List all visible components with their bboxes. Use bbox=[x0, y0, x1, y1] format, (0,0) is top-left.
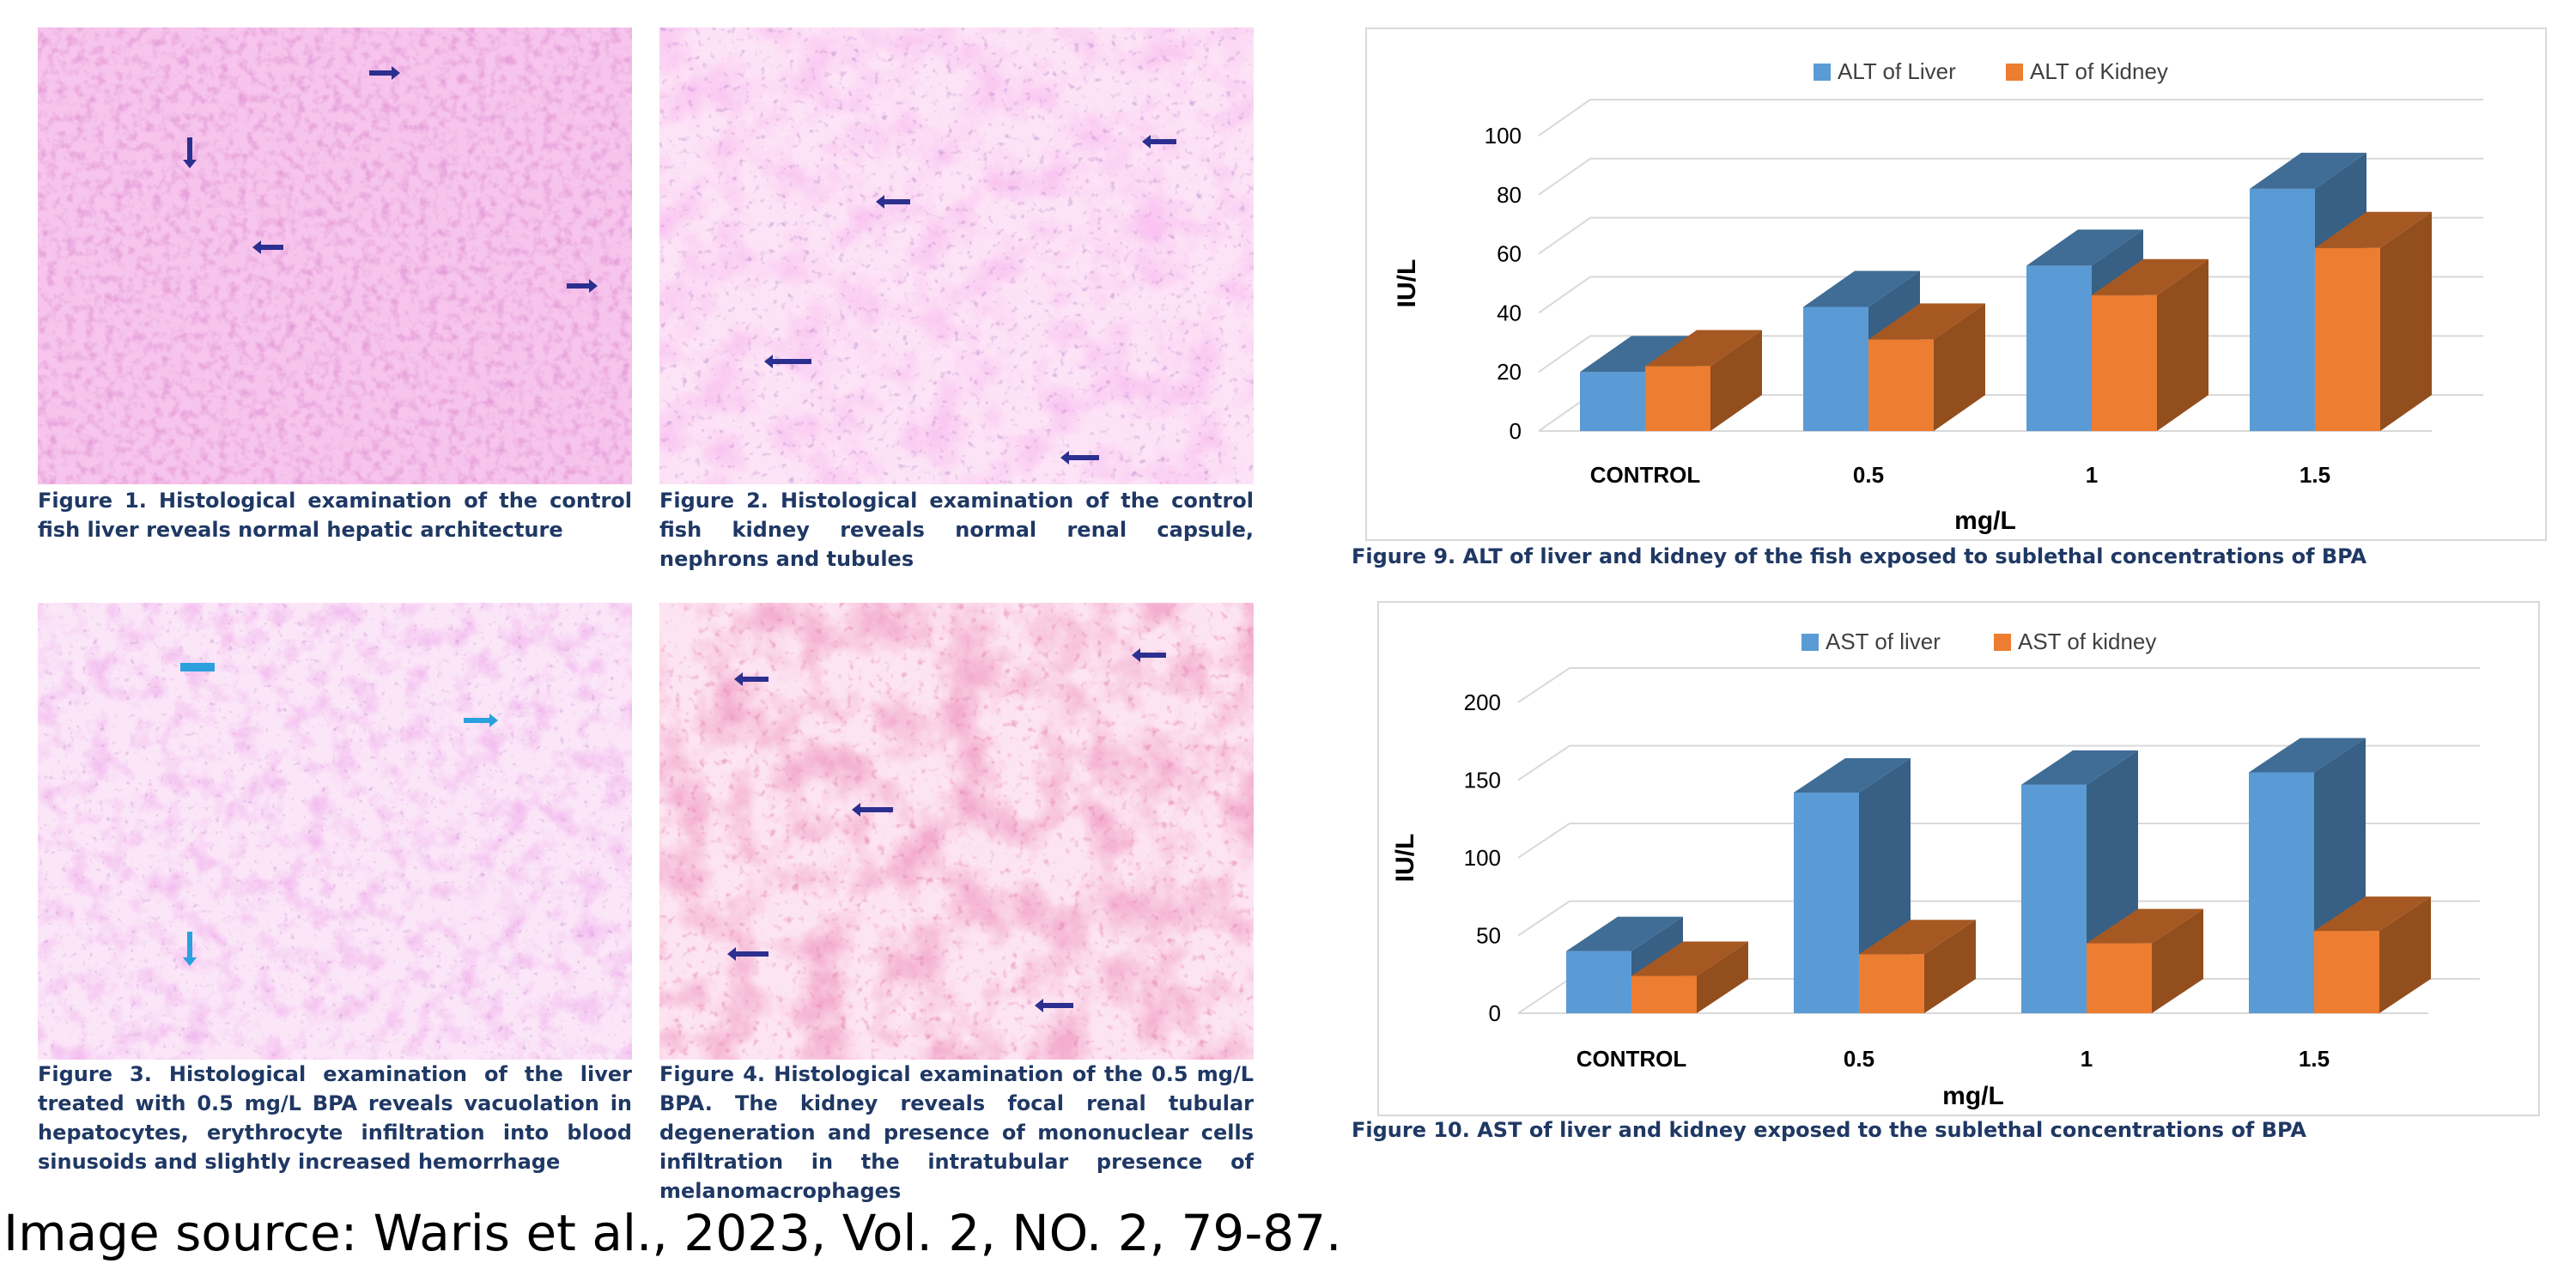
gridline-depth bbox=[1538, 157, 1591, 196]
bar-alt-of-kidney-1 bbox=[2092, 258, 2208, 431]
y-tick-label: 40 bbox=[1497, 300, 1522, 325]
legend-label: AST of liver bbox=[1826, 629, 1941, 654]
ast-chart: 0 50 100 150 200 CONTROL 0.5 1 1.5 mg/L IU/L AST of… bbox=[1377, 601, 2540, 1116]
arrow-icon bbox=[1142, 135, 1176, 149]
arrow-icon bbox=[764, 355, 811, 368]
legend-item: AST of liver bbox=[1801, 629, 1941, 654]
arrow-icon bbox=[183, 932, 197, 966]
legend-item: AST of kidney bbox=[1994, 629, 2156, 654]
arrow-icon bbox=[876, 195, 910, 209]
gridline-depth bbox=[1538, 216, 1591, 255]
gridline-depth bbox=[1538, 99, 1591, 137]
figure-3-caption: Figure 3. Histological examination of th… bbox=[38, 1062, 632, 1174]
x-tick-label: CONTROL bbox=[1590, 462, 1701, 488]
bar-ast-of-kidney-0.5 bbox=[1859, 920, 1976, 1013]
figure-2-caption: Figure 2. Histological examination of th… bbox=[659, 489, 1254, 571]
legend-item: ALT of Liver bbox=[1814, 58, 1956, 84]
legend-swatch bbox=[1801, 634, 1819, 651]
y-axis-label: IU/L bbox=[1393, 259, 1421, 308]
legend-label: ALT of Kidney bbox=[2030, 58, 2168, 84]
figure-3-treated-liver-micrograph bbox=[38, 603, 632, 1060]
gridline-depth bbox=[1517, 744, 1571, 781]
legend-swatch bbox=[1994, 634, 2011, 651]
y-tick-label: 150 bbox=[1464, 768, 1501, 793]
x-tick-label: 1.5 bbox=[2300, 462, 2330, 488]
x-axis-label: mg/L bbox=[1954, 507, 2016, 535]
arrow-icon bbox=[369, 66, 400, 80]
micrograph-image bbox=[659, 27, 1254, 484]
y-tick-label: 200 bbox=[1464, 690, 1501, 715]
arrow-icon bbox=[1060, 451, 1099, 465]
alt-chart: 0 20 40 60 80 100 CONTROL 0.5 1 1.5 mg/L IU/L ALT of… bbox=[1365, 27, 2547, 541]
figure-2-kidney-micrograph bbox=[659, 27, 1254, 484]
legend-label: AST of kidney bbox=[2018, 629, 2156, 654]
bar-ast-of-kidney-1 bbox=[2087, 908, 2203, 1013]
gridline-depth bbox=[1517, 900, 1571, 937]
figure-1-caption: Figure 1. Histological examination of th… bbox=[38, 489, 632, 542]
x-axis-label: mg/L bbox=[1942, 1082, 2004, 1110]
arrow-icon bbox=[180, 663, 215, 671]
y-tick-label: 0 bbox=[1510, 418, 1522, 444]
y-tick-label: 100 bbox=[1485, 123, 1522, 149]
x-tick-label: 0.5 bbox=[1844, 1046, 1874, 1072]
legend-swatch bbox=[1814, 64, 1831, 81]
arrow-icon bbox=[852, 803, 893, 817]
legend-swatch bbox=[2006, 64, 2023, 81]
arrow-icon bbox=[1132, 648, 1166, 662]
gridline-depth bbox=[1538, 276, 1591, 314]
arrow-icon bbox=[1035, 999, 1073, 1012]
arrow-icon bbox=[727, 947, 769, 961]
gridline-depth bbox=[1517, 667, 1571, 703]
x-tick-label: 1 bbox=[2086, 462, 2098, 488]
y-tick-label: 20 bbox=[1497, 359, 1522, 385]
arrow-icon bbox=[464, 714, 498, 727]
arrow-icon bbox=[252, 240, 283, 254]
legend-item: ALT of Kidney bbox=[2006, 58, 2168, 84]
y-tick-label: 50 bbox=[1476, 923, 1501, 949]
figure-4-caption: Figure 4. Histological examination of th… bbox=[659, 1062, 1254, 1203]
y-tick-label: 100 bbox=[1464, 845, 1501, 871]
arrow-icon bbox=[567, 279, 598, 293]
bar-alt-of-kidney-1.5 bbox=[2315, 211, 2432, 431]
micrograph-image bbox=[38, 603, 632, 1060]
micrograph-image bbox=[38, 27, 632, 484]
y-axis-label: IU/L bbox=[1391, 834, 1419, 883]
bar-ast-of-kidney-control bbox=[1631, 941, 1748, 1013]
alt-chart-svg: 0 20 40 60 80 100 CONTROL 0.5 1 1.5 mg/L IU/L ALT of… bbox=[1393, 58, 2483, 535]
x-tick-label: 0.5 bbox=[1853, 462, 1884, 488]
figure-9-caption: Figure 9. ALT of liver and kidney of the… bbox=[1352, 544, 2367, 568]
micrograph-arrows bbox=[180, 66, 1176, 1012]
figure-10-caption: Figure 10. AST of liver and kidney expos… bbox=[1352, 1118, 2306, 1142]
y-tick-label: 80 bbox=[1497, 182, 1522, 208]
gridline-depth bbox=[1538, 335, 1591, 374]
legend-label: ALT of Liver bbox=[1838, 58, 1956, 84]
gridline-depth bbox=[1517, 823, 1571, 859]
x-tick-label: 1.5 bbox=[2299, 1046, 2330, 1072]
bar-alt-of-kidney-0.5 bbox=[1868, 303, 1985, 431]
arrow-icon bbox=[183, 137, 197, 168]
x-tick-label: CONTROL bbox=[1577, 1046, 1687, 1072]
ast-chart-svg: 0 50 100 150 200 CONTROL 0.5 1 1.5 mg/L IU/L AST of… bbox=[1391, 629, 2480, 1110]
bar-alt-of-kidney-control bbox=[1645, 330, 1762, 431]
y-tick-label: 0 bbox=[1489, 1000, 1501, 1026]
bar-ast-of-kidney-1.5 bbox=[2314, 896, 2431, 1013]
arrow-icon bbox=[734, 672, 769, 686]
figure-1-liver-micrograph bbox=[38, 27, 632, 484]
image-source-note: Image source: Waris et al., 2023, Vol. 2… bbox=[3, 1204, 1342, 1262]
y-tick-label: 60 bbox=[1497, 241, 1522, 267]
gridline-depth bbox=[1517, 978, 1571, 1014]
x-tick-label: 1 bbox=[2081, 1046, 2093, 1072]
